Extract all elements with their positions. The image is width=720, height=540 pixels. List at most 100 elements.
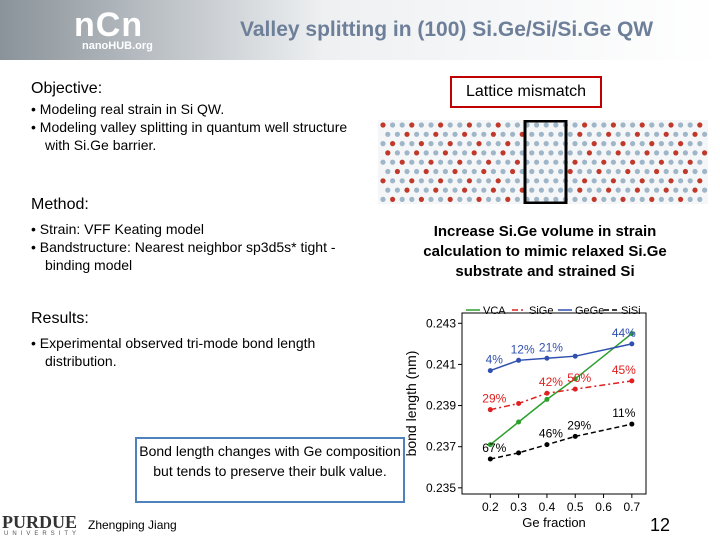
atom (495, 196, 501, 202)
atom (457, 196, 463, 202)
atom (538, 168, 544, 175)
atom (558, 187, 564, 193)
point (516, 419, 522, 425)
atom (390, 122, 396, 128)
bullet-list: Experimental observed tri-mode bond leng… (31, 334, 345, 370)
legend-label: GeGe (575, 305, 604, 317)
atom (529, 150, 535, 156)
atom (582, 141, 588, 147)
atom (543, 159, 549, 165)
atom (572, 122, 578, 128)
atom (687, 178, 693, 184)
atom (697, 159, 703, 165)
atom (428, 159, 434, 165)
atom (682, 187, 688, 193)
atom (558, 150, 564, 156)
point (487, 442, 493, 448)
atom (418, 178, 424, 184)
atom (567, 168, 573, 175)
atom (606, 187, 612, 193)
atom (620, 159, 626, 165)
atom (630, 196, 636, 202)
point (544, 355, 550, 361)
atom (500, 168, 506, 175)
page-number: 12 (650, 515, 671, 535)
atom (462, 131, 468, 137)
atom (673, 131, 679, 137)
atom (586, 131, 592, 137)
atom (452, 150, 458, 156)
atom (414, 150, 420, 156)
x-tick-label: 0.2 (482, 500, 499, 514)
point (487, 456, 493, 462)
atom (668, 196, 674, 202)
atom (644, 150, 650, 156)
atom (452, 168, 458, 175)
atom (481, 150, 487, 156)
y-tick-label: 0.239 (426, 399, 456, 413)
atom (380, 141, 386, 147)
atom (466, 196, 472, 202)
atom (534, 178, 540, 184)
atom (385, 150, 391, 156)
atom (462, 187, 468, 193)
atom (418, 159, 424, 165)
atom (543, 141, 549, 147)
atom (548, 150, 554, 156)
atom (534, 141, 540, 147)
atom (658, 141, 664, 147)
atom (466, 122, 472, 128)
atom (697, 122, 703, 128)
point (572, 433, 578, 439)
atom (658, 196, 664, 202)
atom (447, 122, 453, 128)
atom (567, 150, 573, 156)
atom (380, 178, 386, 184)
atom (510, 187, 516, 193)
atom (495, 178, 501, 184)
atom (668, 122, 674, 128)
atom (682, 150, 688, 156)
logo: nCn (74, 6, 144, 44)
atom (639, 122, 645, 128)
point (516, 450, 522, 456)
y-tick-label: 0.243 (426, 316, 456, 330)
atom (596, 131, 602, 137)
atom (399, 141, 405, 147)
university: PURDUE (2, 512, 77, 532)
atom (529, 131, 535, 137)
atom (399, 122, 405, 128)
atom (572, 178, 578, 184)
atom (625, 131, 631, 137)
atom (601, 178, 607, 184)
atom (649, 159, 655, 165)
atom (582, 196, 588, 202)
atom (572, 141, 578, 147)
atom (620, 122, 626, 128)
atom (462, 168, 468, 175)
atom (615, 150, 621, 156)
atom (654, 187, 660, 193)
legend-label: SiGe (529, 305, 553, 317)
atom (409, 141, 415, 147)
atom (678, 178, 684, 184)
atom (433, 150, 439, 156)
point (629, 341, 635, 347)
atom (481, 187, 487, 193)
atom (452, 131, 458, 137)
atom (591, 141, 597, 147)
atom (591, 178, 597, 184)
atom (442, 131, 448, 137)
heading: Objective: (31, 80, 103, 97)
atom (394, 187, 400, 193)
bullet: Modeling real strain in Si QW. (40, 100, 355, 118)
atom (534, 159, 540, 165)
atom (399, 159, 405, 165)
atom (606, 168, 612, 175)
point-label: 67% (482, 441, 506, 455)
atom (418, 141, 424, 147)
atom (543, 196, 549, 202)
atom (380, 196, 386, 202)
point (516, 357, 522, 363)
atom (457, 122, 463, 128)
